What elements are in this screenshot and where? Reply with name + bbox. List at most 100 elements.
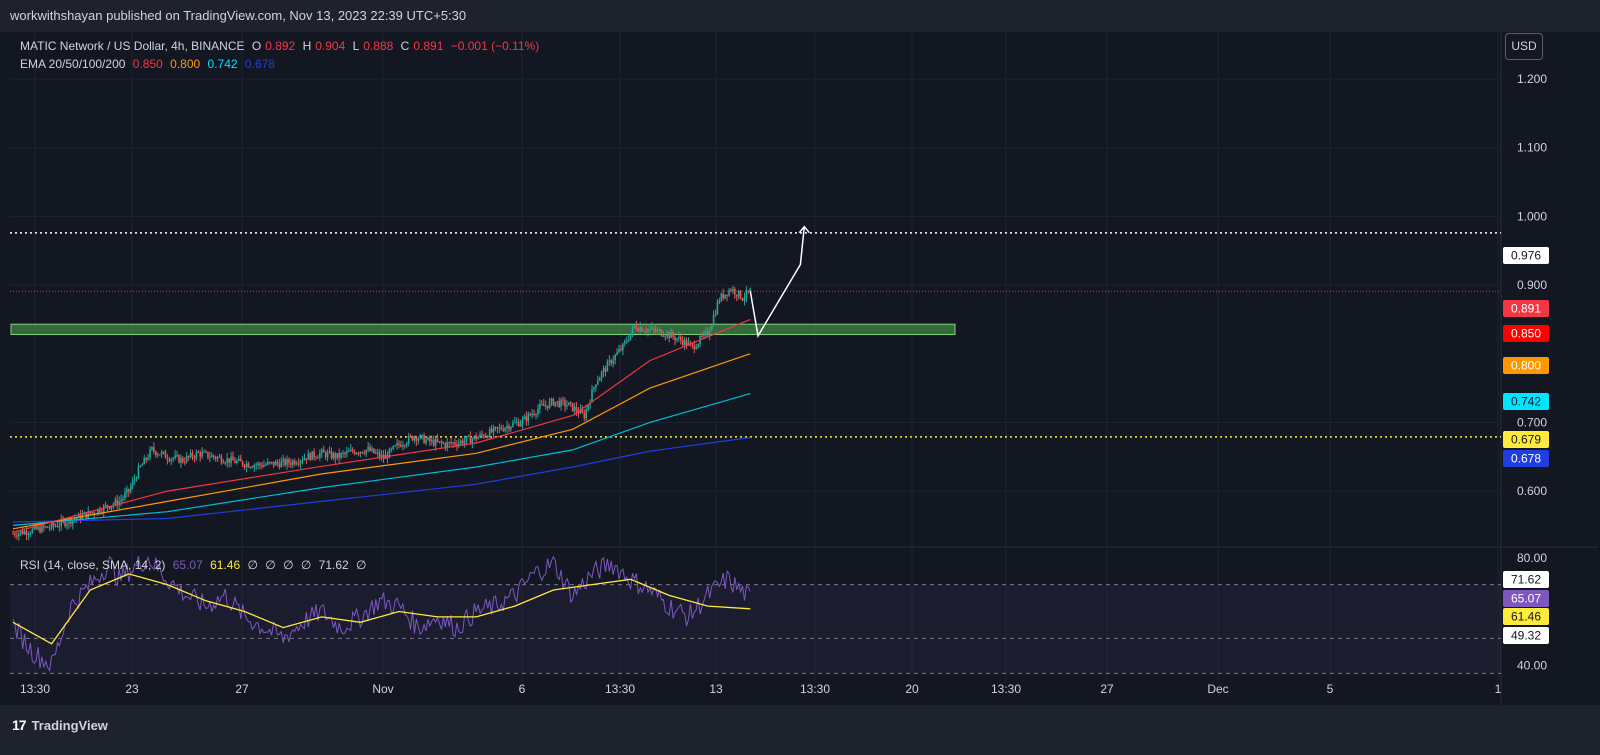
candle-body bbox=[182, 457, 184, 463]
candle-body bbox=[510, 426, 512, 430]
candle-body bbox=[465, 436, 468, 441]
candle-body bbox=[624, 341, 626, 344]
candle-body bbox=[141, 464, 144, 467]
candle-body bbox=[525, 416, 528, 422]
candle-body bbox=[606, 361, 609, 372]
candle-body bbox=[346, 451, 348, 454]
candle-body bbox=[180, 457, 182, 463]
low-value: 0.888 bbox=[363, 39, 394, 53]
candle-body bbox=[224, 462, 227, 464]
candle-body bbox=[317, 457, 319, 459]
candle-body bbox=[394, 445, 396, 447]
candle-body bbox=[502, 429, 505, 431]
candle-body bbox=[309, 453, 312, 460]
candle-body bbox=[514, 422, 516, 424]
candle-body bbox=[56, 525, 59, 527]
candle-body bbox=[324, 452, 327, 458]
time-tick-label: 13:30 bbox=[20, 682, 50, 696]
candle-body bbox=[745, 290, 748, 298]
candle-body bbox=[176, 455, 178, 457]
chart-svg[interactable]: 1.200 1.100 1.000 0.900 0.700 0.600 13:30 23 27 N… bbox=[10, 31, 1598, 705]
rsi-empty-3: ∅ bbox=[283, 558, 294, 572]
candle-body bbox=[593, 387, 595, 390]
price-tag: 0.742 bbox=[1511, 395, 1541, 409]
price-tag-bg bbox=[1503, 431, 1549, 448]
candle-body bbox=[571, 402, 574, 412]
candle-body bbox=[50, 523, 53, 528]
time-tick-label: Dec bbox=[1207, 682, 1228, 696]
candle-body bbox=[255, 464, 257, 466]
time-tick-label: 13:30 bbox=[605, 682, 635, 696]
high-label: H bbox=[302, 39, 312, 53]
candle-body bbox=[639, 327, 642, 332]
candle-body bbox=[542, 404, 545, 407]
candle-body bbox=[110, 506, 113, 509]
candle-body bbox=[102, 505, 105, 513]
candle-body bbox=[446, 442, 449, 448]
candle-body bbox=[539, 404, 541, 409]
candle-body bbox=[583, 412, 586, 419]
candle-body bbox=[64, 520, 66, 526]
candle-body bbox=[54, 525, 57, 527]
candle-body bbox=[351, 449, 354, 452]
tradingview-brand: TradingView bbox=[31, 717, 108, 733]
candle-body bbox=[587, 405, 589, 410]
candle-body bbox=[637, 329, 640, 332]
candle-body bbox=[380, 455, 383, 458]
candle-body bbox=[681, 340, 684, 346]
candle-body bbox=[651, 327, 653, 329]
candle-body bbox=[19, 530, 22, 534]
candle-body bbox=[75, 518, 78, 520]
candle-body bbox=[197, 452, 200, 454]
candle-body bbox=[674, 336, 676, 340]
candle-body bbox=[735, 294, 738, 297]
candle-body bbox=[444, 443, 447, 448]
candle-body bbox=[421, 434, 423, 436]
candle-body bbox=[649, 328, 651, 330]
candle-body bbox=[610, 360, 613, 364]
price-legend: MATIC Network / US Dollar, 4h, BINANCE O… bbox=[20, 39, 543, 53]
candle-body bbox=[564, 400, 566, 407]
candle-body bbox=[43, 525, 45, 528]
candle-body bbox=[595, 384, 597, 388]
candle-body bbox=[666, 332, 669, 337]
candle-body bbox=[268, 461, 271, 463]
candle-body bbox=[660, 329, 663, 336]
rsi-empty-1: ∅ bbox=[247, 558, 258, 572]
candle-body bbox=[114, 499, 117, 505]
ema100-line bbox=[12, 393, 751, 526]
chart-area[interactable]: 1.200 1.100 1.000 0.900 0.700 0.600 13:30 23 27 N… bbox=[10, 31, 1598, 705]
candle-body bbox=[261, 465, 263, 467]
candle-body bbox=[440, 441, 443, 444]
candle-body bbox=[355, 453, 358, 455]
candle-body bbox=[548, 401, 551, 408]
candle-body bbox=[552, 398, 555, 406]
tradingview-logo[interactable]: 17 TradingView bbox=[12, 717, 108, 733]
candle-body bbox=[60, 519, 63, 526]
price-tick-label: 1.100 bbox=[1517, 141, 1547, 155]
candle-body bbox=[214, 457, 217, 459]
price-tag: 0.800 bbox=[1511, 359, 1541, 373]
candle-body bbox=[722, 293, 725, 299]
candle-body bbox=[191, 452, 194, 458]
time-tick-label: 23 bbox=[125, 682, 139, 696]
candle-body bbox=[554, 402, 557, 406]
candle-body bbox=[573, 406, 576, 412]
candle-body bbox=[128, 489, 130, 492]
candle-body bbox=[689, 342, 692, 344]
currency-button[interactable]: USD bbox=[1505, 33, 1543, 60]
rsi-tick-label: 80.00 bbox=[1517, 551, 1547, 565]
candle-body bbox=[577, 411, 580, 414]
rsi-band bbox=[10, 584, 1501, 674]
candle-body bbox=[16, 535, 18, 537]
candle-body bbox=[199, 452, 202, 457]
candle-body bbox=[37, 526, 39, 530]
candle-body bbox=[257, 463, 259, 465]
candle-body bbox=[654, 329, 657, 332]
candle-body bbox=[400, 444, 402, 447]
projection-arrowhead bbox=[798, 225, 810, 234]
time-tick-label: 13 bbox=[709, 682, 723, 696]
candle-body bbox=[477, 436, 479, 440]
candle-body bbox=[531, 413, 533, 416]
price-tick-label: 1.000 bbox=[1517, 209, 1547, 223]
